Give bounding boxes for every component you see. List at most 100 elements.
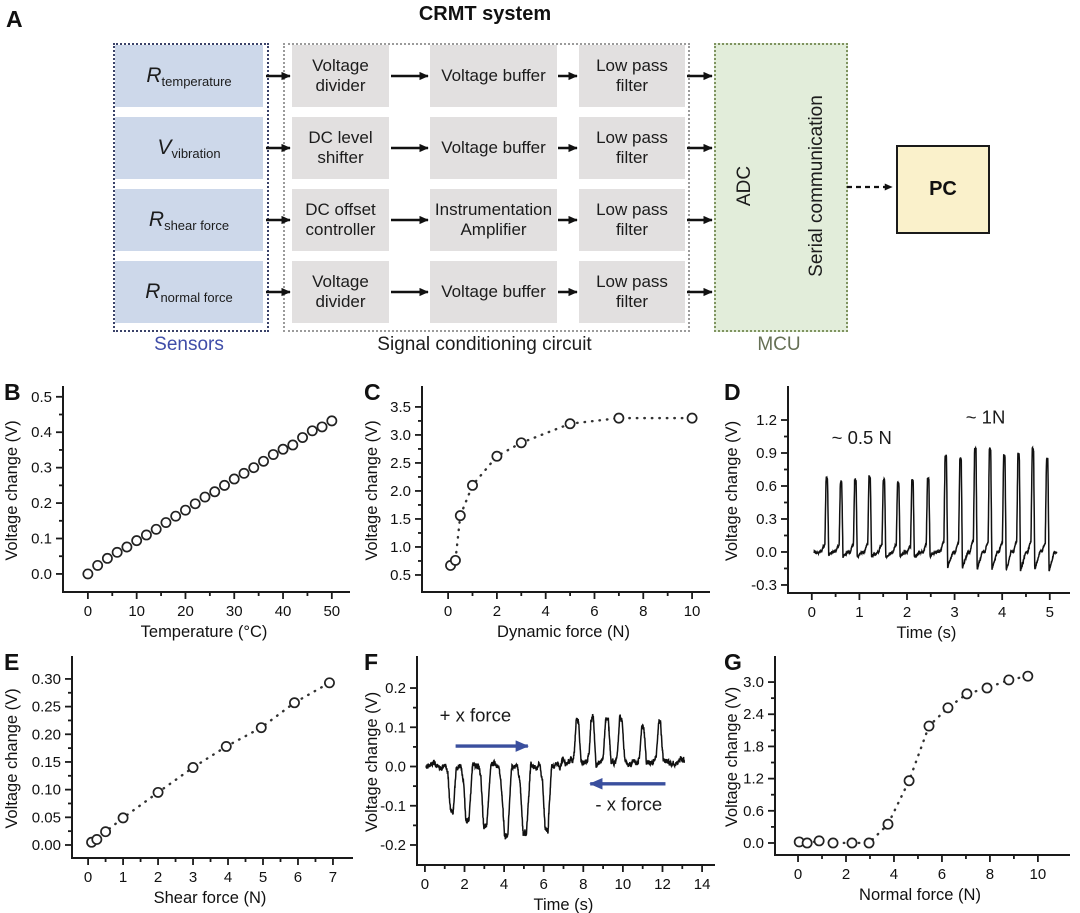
panel-c-dynamic-force-chart: C 0 2 4 6 8 10 0.5 1.0 1.5 2.0 2.5 3.0 3.5 Dynamic fo… [360,375,720,645]
block-instrumentation-amplifier: Instrumentation Amplifier [430,189,557,251]
block-voltage-buffer-2: Voltage buffer [430,117,557,179]
svg-text:2.0: 2.0 [390,483,411,500]
svg-text:0.15: 0.15 [32,754,61,771]
sensor-subscript: vibration [171,145,221,161]
axes [62,386,350,593]
svg-text:0.10: 0.10 [32,782,61,799]
panel-f-shear-time-chart: F 0 2 4 6 8 10 12 14 -0.2 -0.1 0.0 0.1 0.2 Time (s) Vo… [360,645,720,913]
tick-labels: 0 1 2 3 4 5 6 7 0.00 0.05 0.10 0.15 0.20 0.25 0.30 [32,671,337,886]
svg-text:0.6: 0.6 [756,478,777,495]
svg-text:0.0: 0.0 [31,566,52,583]
signal-trace [813,445,1058,572]
panel-label-f: F [364,649,379,675]
svg-text:0.3: 0.3 [756,511,777,528]
sensor-symbol: R [148,208,165,231]
ticks [410,687,703,872]
chart-D-svg: 0 1 2 3 4 5 -0.3 0.0 0.3 0.6 0.9 1.2 Time (s) Voltage… [723,386,1070,642]
svg-text:0.0: 0.0 [756,544,777,561]
svg-text:0: 0 [84,869,92,886]
x-axis-title: Time (s) [534,896,594,913]
svg-text:5: 5 [1046,604,1054,621]
svg-text:0.9: 0.9 [756,445,777,462]
panel-b-temperature-chart: B 0 10 20 30 40 50 0.0 0.1 0.2 0.3 0.4 0.5 Temperatu… [0,375,360,645]
panel-label-b: B [4,379,21,405]
tick-labels: 0 2 4 6 8 10 12 14 -0.2 -0.1 0.0 0.1 0.2 [380,680,710,893]
x-axis-title: Dynamic force (N) [497,623,630,641]
panel-label-g: G [724,649,742,675]
svg-text:6: 6 [540,876,548,893]
svg-text:8: 8 [986,866,994,883]
svg-text:1: 1 [855,604,863,621]
svg-text:5: 5 [259,869,267,886]
svg-text:1.2: 1.2 [756,412,777,429]
svg-text:0.5: 0.5 [31,389,52,406]
svg-text:4: 4 [998,604,1006,621]
chart-G-svg: 0 2 4 6 8 10 0.0 0.6 1.2 1.8 2.4 3.0 Normal force (N… [723,656,1070,904]
chart-E-svg: 0 1 2 3 4 5 6 7 0.00 0.05 0.10 0.15 0.20 0.25 0.30 Shea… [3,656,353,907]
ticks [415,406,693,599]
block-low-pass-filter-1: Low pass filter [579,45,685,107]
svg-text:-0.3: -0.3 [751,577,777,594]
svg-text:10: 10 [615,876,632,893]
svg-text:0: 0 [84,603,92,620]
figure-title: CRMT system [418,3,552,25]
chart-F-svg: 0 2 4 6 8 10 12 14 -0.2 -0.1 0.0 0.1 0.2 Time (s) Volt… [363,656,715,913]
mcu-group-label: MCU [757,334,801,355]
ticks [781,419,1051,600]
axes [416,656,715,866]
sensors-group-label: Sensors [154,334,224,355]
svg-text:1.8: 1.8 [743,738,764,755]
svg-text:4: 4 [890,866,898,883]
y-axis-title: Voltage change (V) [363,692,381,832]
sensor-symbol: R [145,280,161,303]
mcu-adc-label: ADC [734,165,755,207]
svg-text:0.1: 0.1 [31,531,52,548]
svg-text:2: 2 [154,869,162,886]
signal-conditioning-group-box [283,43,690,332]
dotted-trend-line [798,674,1030,845]
axes [787,386,1070,594]
data-points [445,412,698,571]
block-low-pass-filter-3: Low pass filter [579,189,685,251]
y-axis-title: Voltage change (V) [3,688,21,828]
sensor-subscript: shear force [164,217,230,233]
pc-block: PC [896,145,990,234]
svg-text:6: 6 [938,866,946,883]
block-dc-level-shifter: DC level shifter [292,117,389,179]
block-low-pass-filter-4: Low pass filter [579,261,685,323]
panel-label-e: E [4,649,20,675]
svg-text:3.0: 3.0 [390,427,411,444]
sensor-subscript: temperature [161,73,232,89]
annotation-text: ~ 1N [966,406,1006,427]
svg-text:4: 4 [542,603,550,620]
svg-text:40: 40 [275,603,292,620]
signal-conditioning-group-label: Signal conditioning circuit [377,334,592,355]
x-axis-title: Temperature (°C) [141,623,268,641]
mcu-serial-communication-label: Serial communication [806,95,827,277]
svg-text:2.4: 2.4 [743,706,764,723]
svg-text:3: 3 [950,604,958,621]
svg-text:1: 1 [119,869,127,886]
svg-text:2: 2 [842,866,850,883]
x-axis-title: Shear force (N) [154,889,267,907]
tick-labels: 0 2 4 6 8 10 0.5 1.0 1.5 2.0 2.5 3.0 3.5 [390,399,700,620]
y-axis-title: Voltage change (V) [723,421,741,561]
svg-text:0.0: 0.0 [743,835,764,852]
annotation-text: ~ 0.5 N [832,427,892,448]
svg-text:4: 4 [500,876,508,893]
panel-g-normal-force-chart: G 0 2 4 6 8 10 0.0 0.6 1.2 1.8 2.4 3.0 Normal force … [720,645,1080,913]
axes [421,386,710,593]
svg-text:0.4: 0.4 [31,424,52,441]
svg-text:8: 8 [579,876,587,893]
block-voltage-buffer-3: Voltage buffer [430,261,557,323]
tick-labels: 0 2 4 6 8 10 0.0 0.6 1.2 1.8 2.4 3.0 [743,674,1046,883]
ticks [56,395,333,599]
svg-text:6: 6 [590,603,598,620]
axes [71,656,353,859]
x-axis-title: Time (s) [897,624,957,642]
signal-trace [425,713,686,840]
